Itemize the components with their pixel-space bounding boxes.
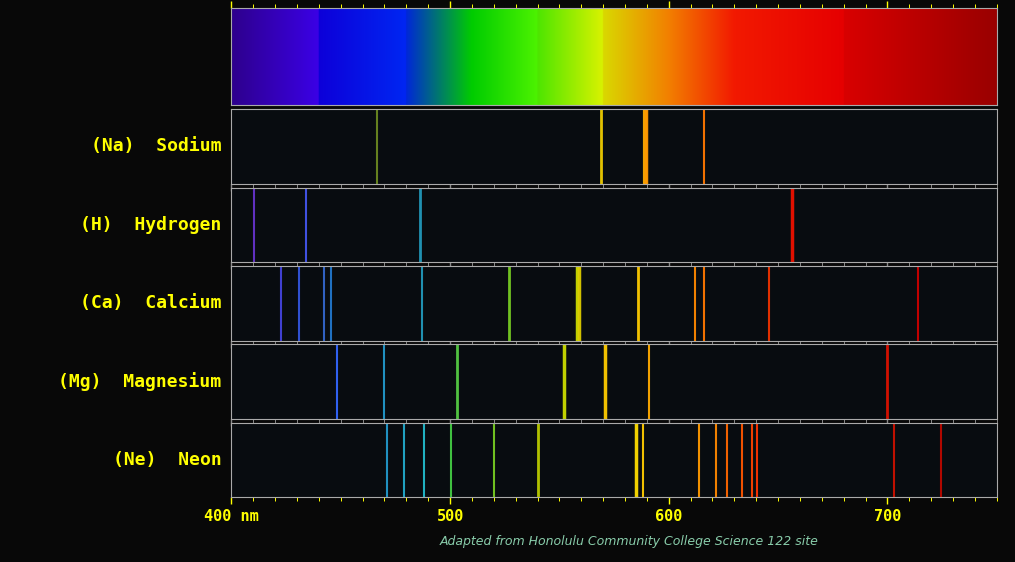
Text: (Na)  Sodium: (Na) Sodium (90, 138, 221, 156)
Text: (Mg)  Magnesium: (Mg) Magnesium (58, 372, 221, 391)
Text: (Ca)  Calcium: (Ca) Calcium (80, 294, 221, 312)
Text: (Ne)  Neon: (Ne) Neon (113, 451, 221, 469)
Text: Adapted from Honolulu Community College Science 122 site: Adapted from Honolulu Community College … (439, 535, 819, 548)
Text: (H)  Hydrogen: (H) Hydrogen (80, 216, 221, 234)
